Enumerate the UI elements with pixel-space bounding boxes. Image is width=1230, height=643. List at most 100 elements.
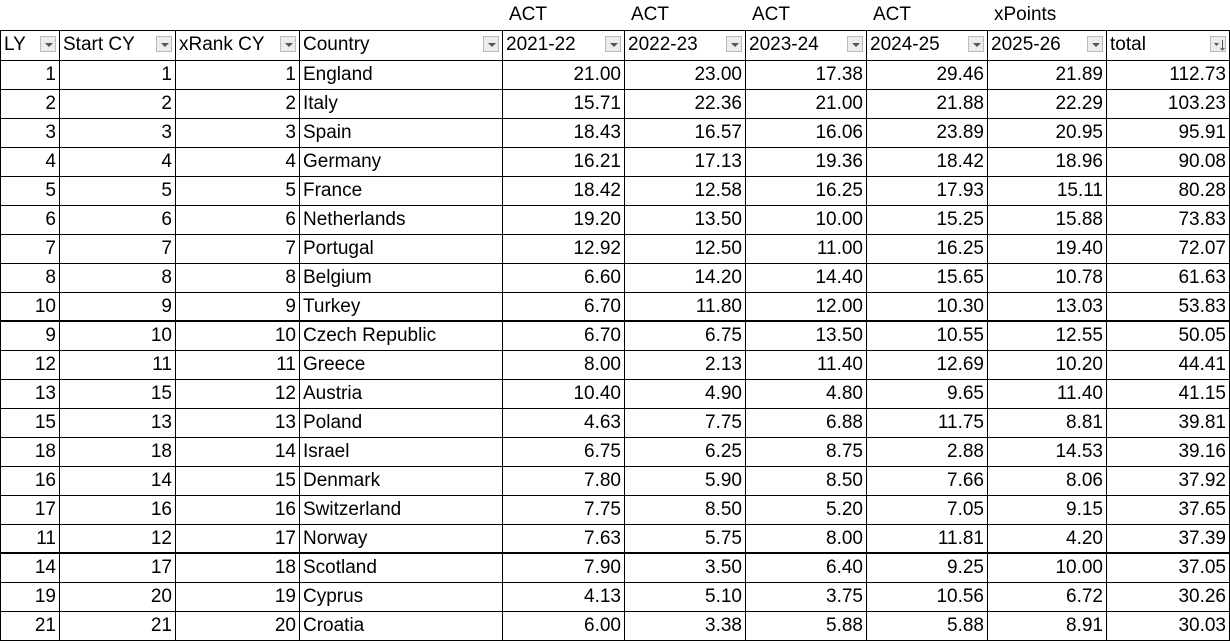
number-cell: 19	[176, 583, 300, 612]
header-text: 2024-25	[870, 34, 940, 55]
number-cell: 20	[176, 612, 300, 641]
column-header: total	[1107, 30, 1230, 61]
dropdown-icon	[1092, 43, 1100, 47]
number-cell: 5	[60, 177, 176, 206]
number-cell: 19.20	[503, 206, 625, 235]
filter-button[interactable]	[968, 36, 984, 52]
number-cell: 11.81	[867, 525, 988, 554]
number-cell: 12.58	[625, 177, 746, 206]
country-cell: Croatia	[300, 612, 503, 641]
number-cell: 8.00	[746, 525, 867, 554]
number-cell: 19.36	[746, 148, 867, 177]
filter-button[interactable]	[726, 36, 742, 52]
number-cell: 12.50	[625, 235, 746, 264]
number-cell: 30.03	[1107, 612, 1230, 641]
filter-button[interactable]	[280, 36, 296, 52]
number-cell: 10.56	[867, 583, 988, 612]
column-header: 2023-24	[746, 30, 867, 61]
header-text: 2022-23	[628, 34, 698, 55]
number-cell: 20	[60, 583, 176, 612]
number-cell: 11.75	[867, 409, 988, 438]
dropdown-icon	[285, 43, 293, 47]
filter-button[interactable]	[605, 36, 621, 52]
country-cell: Netherlands	[300, 206, 503, 235]
number-cell: 21	[0, 612, 60, 641]
dropdown-icon	[610, 43, 618, 47]
number-cell: 13.50	[625, 206, 746, 235]
number-cell: 6.72	[988, 583, 1107, 612]
number-cell: 6.70	[503, 293, 625, 322]
number-cell: 17	[176, 525, 300, 554]
number-cell: 8.75	[746, 438, 867, 467]
number-cell: 6.60	[503, 264, 625, 293]
number-cell: 6	[0, 206, 60, 235]
header-text: 2023-24	[749, 34, 819, 55]
number-cell: 4.90	[625, 380, 746, 409]
country-cell: Germany	[300, 148, 503, 177]
number-cell: 9.25	[867, 554, 988, 583]
number-cell: 19.40	[988, 235, 1107, 264]
number-cell: 4.80	[746, 380, 867, 409]
column-header: Country	[300, 30, 503, 61]
number-cell: 13.03	[988, 293, 1107, 322]
number-cell: 5.75	[625, 525, 746, 554]
number-cell: 4	[60, 148, 176, 177]
column-header: Start CY	[60, 30, 176, 61]
country-cell: Turkey	[300, 293, 503, 322]
number-cell: 1	[0, 61, 60, 90]
number-cell: 13	[176, 409, 300, 438]
number-cell: 17.38	[746, 61, 867, 90]
country-cell: Switzerland	[300, 496, 503, 525]
number-cell: 3.38	[625, 612, 746, 641]
number-cell: 4.63	[503, 409, 625, 438]
number-cell: 50.05	[1107, 322, 1230, 351]
number-cell: 11	[60, 351, 176, 380]
filter-button[interactable]	[40, 36, 56, 52]
number-cell: 2.13	[625, 351, 746, 380]
number-cell: 44.41	[1107, 351, 1230, 380]
number-cell: 9.15	[988, 496, 1107, 525]
dropdown-icon	[45, 43, 53, 47]
number-cell: 21.88	[867, 90, 988, 119]
number-cell: 39.81	[1107, 409, 1230, 438]
number-cell: 10	[0, 293, 60, 322]
number-cell: 6.88	[746, 409, 867, 438]
filter-button[interactable]	[847, 36, 863, 52]
number-cell: 3.50	[625, 554, 746, 583]
number-cell: 16	[176, 496, 300, 525]
country-cell: Israel	[300, 438, 503, 467]
number-cell: 7.05	[867, 496, 988, 525]
number-cell: 9	[0, 322, 60, 351]
number-cell: 7.75	[503, 496, 625, 525]
filter-button[interactable]	[1087, 36, 1103, 52]
country-cell: Italy	[300, 90, 503, 119]
number-cell: 15.11	[988, 177, 1107, 206]
number-cell: 5	[176, 177, 300, 206]
number-cell: 18.96	[988, 148, 1107, 177]
number-cell: 7.90	[503, 554, 625, 583]
filter-button[interactable]	[1210, 36, 1226, 52]
country-cell: Belgium	[300, 264, 503, 293]
group-label: ACT	[752, 4, 790, 25]
number-cell: 11	[176, 351, 300, 380]
filter-button[interactable]	[483, 36, 499, 52]
number-cell: 6	[60, 206, 176, 235]
number-cell: 61.63	[1107, 264, 1230, 293]
country-cell: Austria	[300, 380, 503, 409]
country-cell: France	[300, 177, 503, 206]
number-cell: 12	[0, 351, 60, 380]
number-cell: 18	[60, 438, 176, 467]
number-cell: 10	[176, 322, 300, 351]
number-cell: 14.53	[988, 438, 1107, 467]
number-cell: 12.69	[867, 351, 988, 380]
column-header: xRank CY	[176, 30, 300, 61]
number-cell: 2.88	[867, 438, 988, 467]
number-cell: 14	[60, 467, 176, 496]
number-cell: 7.63	[503, 525, 625, 554]
filter-button[interactable]	[156, 36, 172, 52]
number-cell: 6.00	[503, 612, 625, 641]
dropdown-icon	[973, 43, 981, 47]
number-cell: 72.07	[1107, 235, 1230, 264]
number-cell: 53.83	[1107, 293, 1230, 322]
number-cell: 112.73	[1107, 61, 1230, 90]
